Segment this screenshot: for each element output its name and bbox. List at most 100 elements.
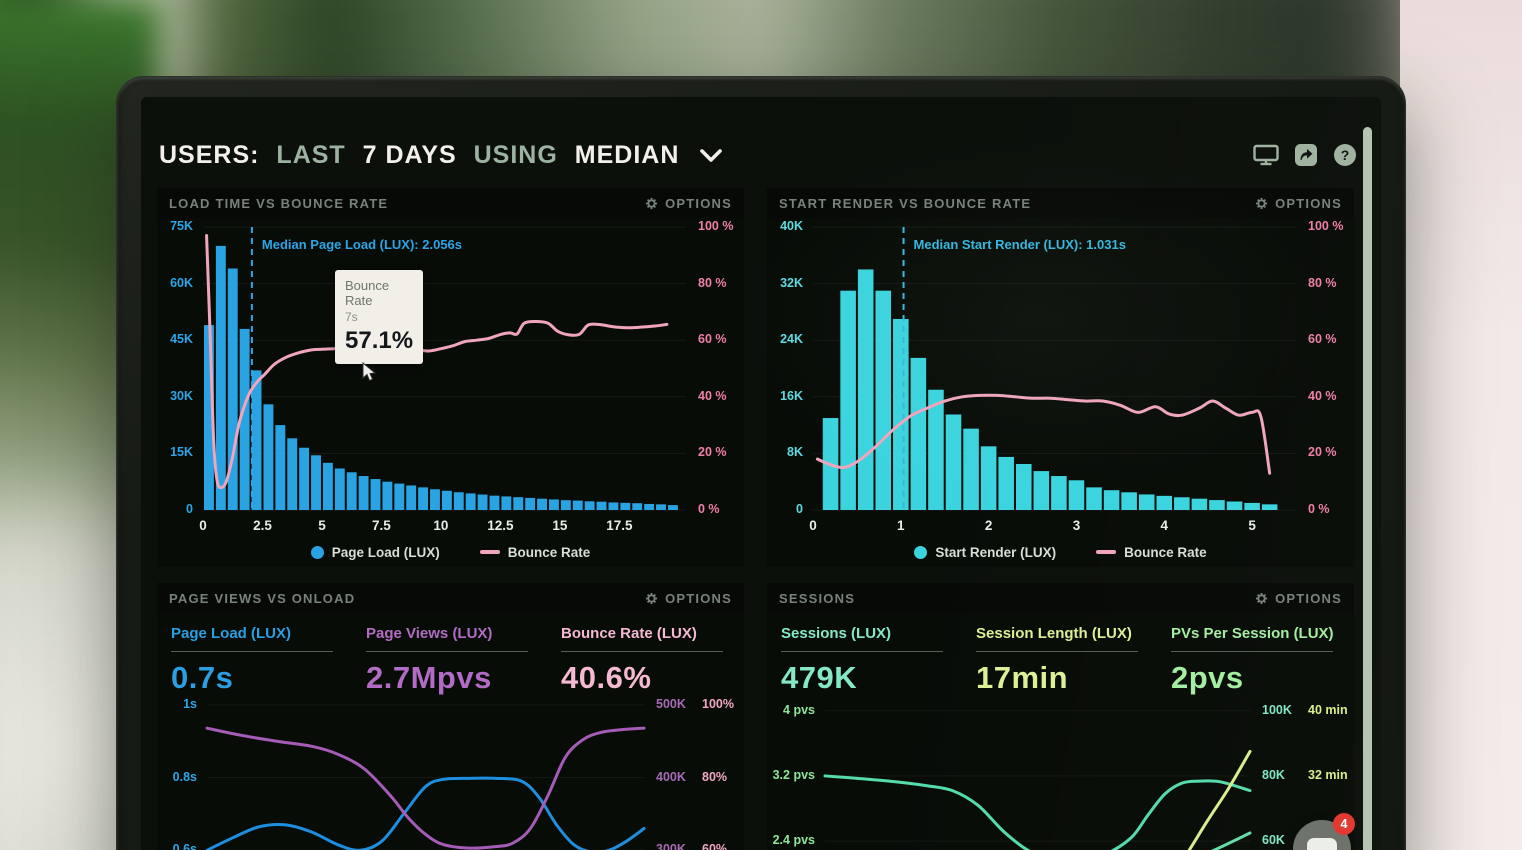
metric-label: Page Views (LUX)	[366, 625, 493, 642]
metric-value: 2pvs	[1171, 660, 1244, 695]
options-button[interactable]: OPTIONS	[1255, 196, 1342, 211]
median-annotation: Median Start Render (LUX): 1.031s	[913, 237, 1126, 252]
sessions-chart: 4 pvs 3.2 pvs 2.4 pvs 100K 80K 60K 40 min 32 mi…	[767, 698, 1354, 850]
axis-tick-label: 32 min	[1308, 767, 1348, 782]
monitor-icon[interactable]	[1253, 144, 1279, 166]
title-part: USING	[473, 141, 558, 169]
legend-item[interactable]: Bounce Rate	[1096, 545, 1207, 560]
legend-label: Bounce Rate	[507, 544, 591, 560]
axis-tick-label: 3.2 pvs	[772, 767, 815, 782]
legend-item[interactable]: Bounce Rate	[479, 544, 591, 560]
gear-icon	[645, 592, 658, 605]
options-button[interactable]: OPTIONS	[645, 591, 732, 606]
axis-tick-label: 0	[199, 518, 207, 533]
axis-tick-label: 0.8s	[172, 769, 197, 784]
axis-tick-label: 40 min	[1308, 702, 1348, 717]
metric-divider	[366, 651, 529, 652]
panel-header: SESSIONS OPTIONS	[767, 583, 1354, 613]
metric-label: Page Load (LUX)	[171, 625, 292, 642]
axis-tick-label: 5	[318, 518, 326, 533]
load-time-chart: Bounce Rate 7s 57.1% Median Page Load (L…	[157, 218, 744, 537]
axis-tick-label: 80%	[702, 769, 728, 784]
chart-canvas	[823, 710, 1252, 850]
legend-line	[479, 550, 500, 554]
panel-header: LOAD TIME VS BOUNCE RATE OPTIONS	[157, 188, 744, 218]
legend-label: Page Load (LUX)	[331, 544, 440, 560]
axis-tick-label: 60%	[702, 842, 728, 850]
axis-tick-label: 20 %	[1308, 445, 1337, 460]
metric-value: 17min	[976, 660, 1069, 695]
median-annotation: Median Page Load (LUX): 2.056s	[261, 237, 463, 252]
axis-tick-label: 100 %	[698, 219, 734, 233]
legend-dot	[310, 545, 324, 559]
metric-row: Sessions (LUX) 479K Session Length (LUX)…	[767, 613, 1354, 698]
panel-title: PAGE VIEWS VS ONLOAD	[169, 590, 356, 606]
axis-tick-label: 500K	[656, 696, 686, 711]
legend-item[interactable]: Page Load (LUX)	[310, 544, 440, 560]
legend-label: Bounce Rate	[1124, 544, 1207, 560]
axis-tick-label: 80 %	[1308, 275, 1337, 290]
title-part: MEDIAN	[574, 141, 680, 169]
dashboard-title-dropdown[interactable]: USERS: LAST 7 DAYS USING MEDIAN	[159, 141, 1365, 170]
axis-tick-label: 60 %	[698, 332, 727, 347]
chart-canvas	[203, 226, 686, 511]
metric-sessions: Sessions (LUX) 479K	[781, 625, 950, 696]
legend-label: Start Render (LUX)	[935, 544, 1057, 560]
laptop-screen: USERS: LAST 7 DAYS USING MEDIAN	[141, 97, 1381, 850]
axis-tick-label: 30K	[170, 388, 193, 403]
axis-tick-label: 100K	[1262, 702, 1292, 717]
axis-tick-label: 1s	[183, 696, 197, 711]
chart-legend: Page Load (LUX) Bounce Rate	[157, 537, 744, 567]
axis-tick-label: 2.5	[253, 518, 272, 533]
start-render-chart: Median Start Render (LUX): 1.031s 40K 32K 2…	[767, 218, 1354, 537]
metric-bounce-rate: Bounce Rate (LUX) 40.6%	[561, 625, 730, 696]
axis-tick-label: 12.5	[487, 518, 514, 533]
axis-tick-label: 80K	[1262, 767, 1285, 782]
legend-item[interactable]: Start Render (LUX)	[914, 545, 1056, 560]
options-label: OPTIONS	[1275, 590, 1342, 606]
axis-tick-label: 0 %	[698, 502, 720, 516]
metric-value: 479K	[781, 660, 858, 695]
axis-tick-label: 4 pvs	[783, 702, 815, 717]
metric-page-load: Page Load (LUX) 0.7s	[171, 625, 340, 696]
axis-tick-label: 100 %	[1308, 219, 1344, 233]
axis-tick-label: 75K	[170, 219, 193, 233]
panel-title: SESSIONS	[779, 590, 856, 606]
metric-label: Session Length (LUX)	[976, 625, 1132, 642]
axis-tick-label: 2.4 pvs	[772, 833, 815, 848]
metric-divider	[781, 651, 944, 652]
panel-load-time: LOAD TIME VS BOUNCE RATE OPTIONS Bounce …	[157, 188, 744, 567]
gear-icon	[1255, 197, 1268, 210]
chart-legend: Start Render (LUX) Bounce Rate	[767, 537, 1354, 567]
panel-title: START RENDER VS BOUNCE RATE	[779, 195, 1032, 211]
svg-text:?: ?	[1341, 147, 1350, 163]
gear-icon	[645, 197, 658, 210]
axis-tick-label: 40 %	[1308, 388, 1337, 403]
title-part: LAST	[276, 141, 346, 169]
axis-tick-label: 45K	[170, 332, 193, 347]
panel-title: LOAD TIME VS BOUNCE RATE	[169, 195, 389, 211]
metric-divider	[171, 651, 334, 652]
metric-pvs-per-session: PVs Per Session (LUX) 2pvs	[1171, 625, 1340, 696]
metric-page-views: Page Views (LUX) 2.7Mpvs	[366, 625, 535, 696]
axis-tick-label: 0	[796, 502, 803, 516]
axis-tick-label: 1	[897, 518, 905, 533]
share-icon[interactable]	[1294, 143, 1318, 167]
axis-tick-label: 15K	[170, 445, 193, 460]
page-views-chart: 1s 0.8s 0.6s 500K 400K 300K 100% 80% 60%	[157, 696, 744, 850]
options-button[interactable]: OPTIONS	[645, 196, 732, 211]
metric-session-length: Session Length (LUX) 17min	[976, 625, 1145, 696]
options-label: OPTIONS	[665, 195, 732, 211]
panel-start-render: START RENDER VS BOUNCE RATE OPTIONS Medi…	[767, 188, 1354, 567]
options-button[interactable]: OPTIONS	[1255, 591, 1342, 606]
axis-tick-label: 4	[1160, 518, 1169, 533]
help-icon[interactable]: ?	[1333, 143, 1357, 167]
options-label: OPTIONS	[1275, 195, 1342, 211]
dashboard: USERS: LAST 7 DAYS USING MEDIAN	[141, 97, 1381, 850]
axis-tick-label: 0.6s	[172, 842, 197, 850]
gear-icon	[1255, 592, 1268, 605]
options-label: OPTIONS	[665, 590, 732, 606]
vertical-scrollbar[interactable]	[1363, 127, 1372, 850]
axis-tick-label: 40K	[780, 219, 803, 233]
axis-tick-label: 60K	[170, 275, 193, 290]
